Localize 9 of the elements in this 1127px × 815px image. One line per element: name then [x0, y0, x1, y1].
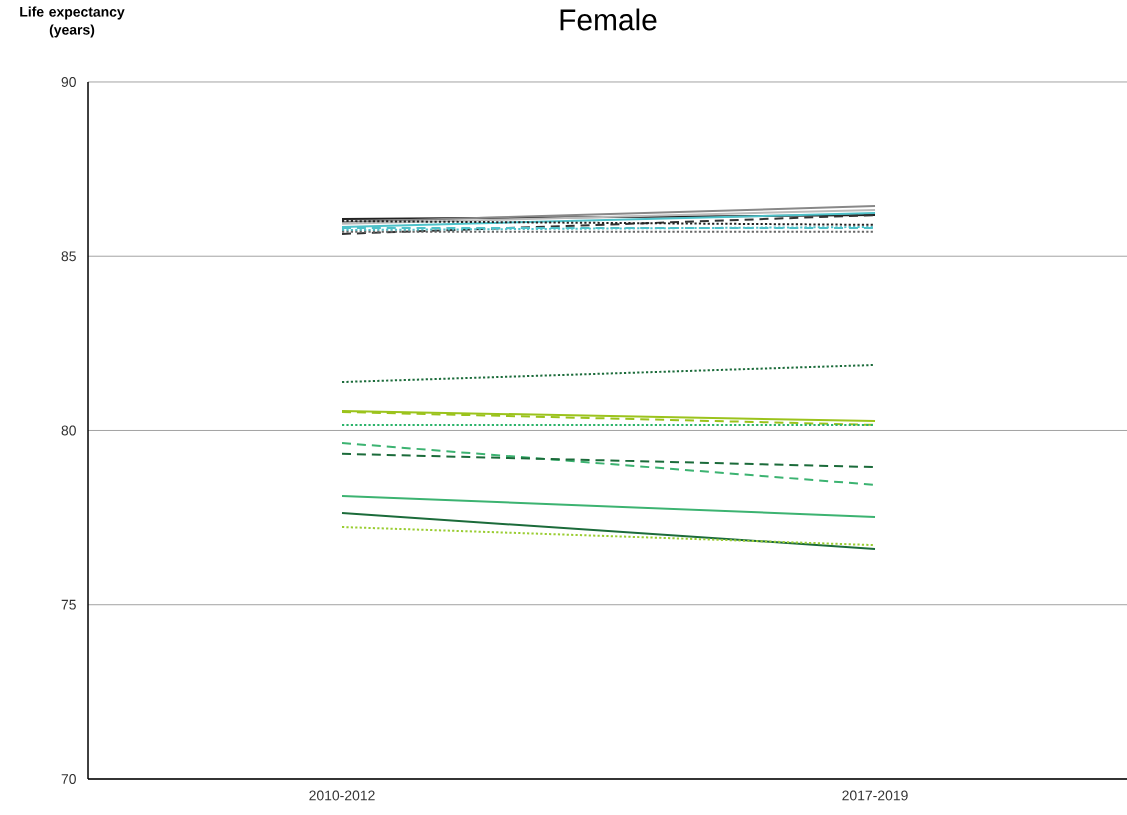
y-tick-label: 85 — [61, 251, 76, 262]
y-tick-label: 90 — [61, 77, 76, 87]
x-tick-label: 2017-2019 — [842, 790, 908, 801]
y-axis-title: Life expectancy (years) — [20, 6, 125, 38]
y-tick-label: 80 — [61, 425, 76, 436]
x-tick-label: 2010-2012 — [309, 790, 375, 801]
y-tick-label: 70 — [61, 774, 76, 784]
y-tick-label: 75 — [61, 599, 76, 610]
chart-title: Female — [560, 8, 657, 31]
